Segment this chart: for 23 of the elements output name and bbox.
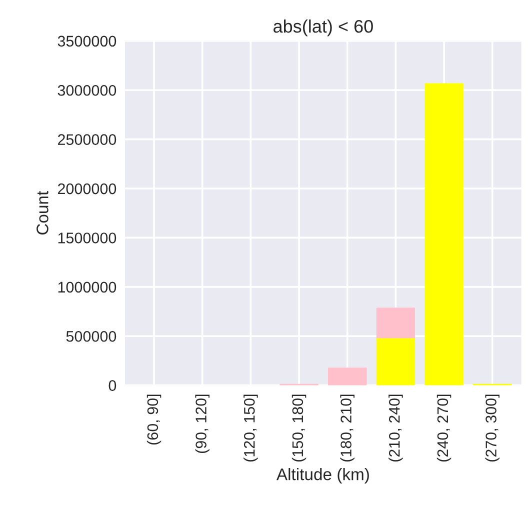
x-tick-label: (240, 270] xyxy=(436,394,452,462)
x-tick-label: (90, 120] xyxy=(195,394,210,453)
y-tick-label: 1000000 xyxy=(58,282,116,293)
bar xyxy=(376,338,416,386)
x-tick-label: (180, 210] xyxy=(340,394,354,462)
y-tick-label: 3500000 xyxy=(58,36,116,47)
x-tick-label: (210, 240] xyxy=(388,394,403,462)
bar xyxy=(424,83,464,386)
bar xyxy=(376,308,416,338)
y-tick-label: 2500000 xyxy=(58,134,116,145)
bar xyxy=(328,368,367,386)
x-axis-title: Altitude (km) xyxy=(276,468,369,484)
y-axis-title: Count xyxy=(36,190,48,234)
y-tick-label: 2000000 xyxy=(58,183,116,194)
y-tick-label: 500000 xyxy=(66,330,116,342)
y-tick-label: 1500000 xyxy=(58,232,116,244)
x-tick-label: (270, 300] xyxy=(485,394,500,462)
x-tick-label: (60, 90] xyxy=(146,394,162,445)
y-tick-label: 0 xyxy=(108,380,116,391)
x-tick-label: (150, 180] xyxy=(292,394,306,462)
x-tick-label: (120, 150] xyxy=(244,394,258,462)
y-tick-label: 3000000 xyxy=(58,84,116,96)
chart-title: abs(lat) < 60 xyxy=(274,19,373,36)
